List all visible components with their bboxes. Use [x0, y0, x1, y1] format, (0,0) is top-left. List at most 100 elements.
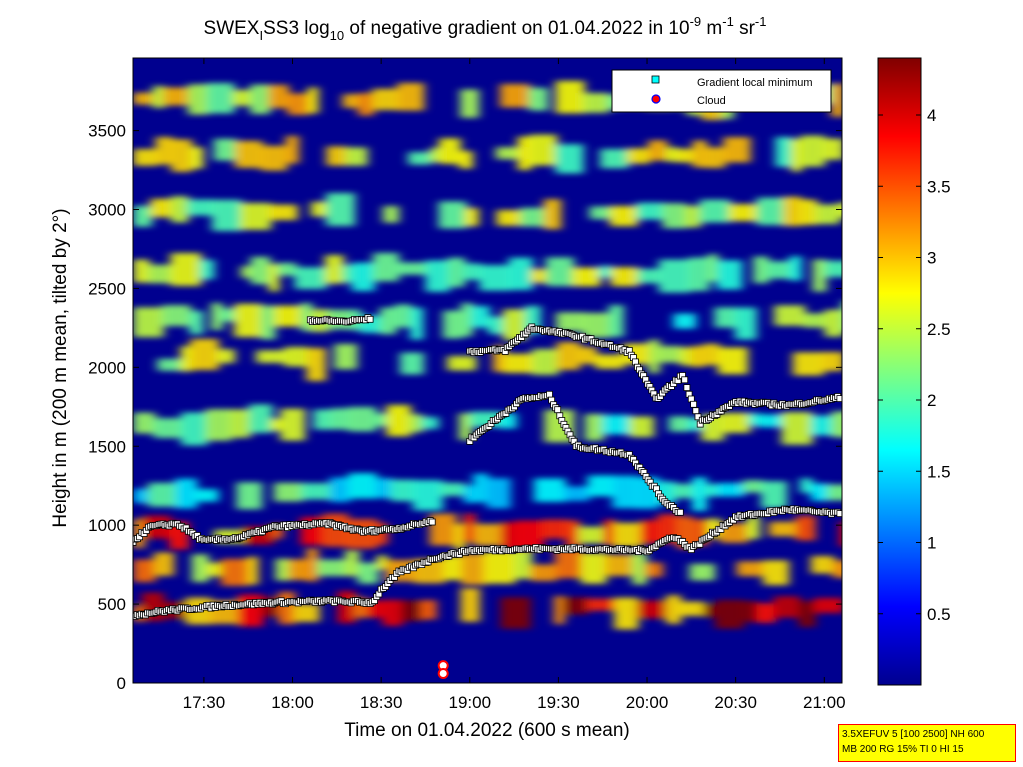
heatmap-cell	[460, 553, 486, 585]
heatmap-cell	[397, 82, 425, 111]
heatmap-cell	[425, 260, 450, 292]
heatmap-cell	[486, 478, 511, 509]
heatmap-cell	[530, 564, 557, 582]
heatmap-cell	[657, 346, 682, 363]
heatmap-cell	[170, 196, 189, 223]
heatmap-cell	[555, 144, 584, 174]
heatmap-cell	[483, 550, 516, 584]
gradient-minimum-point	[836, 510, 842, 518]
heatmap-cell	[351, 262, 375, 292]
heatmap-cell	[394, 304, 413, 328]
heatmap-cell	[181, 412, 208, 446]
y-tick-label: 1500	[88, 437, 126, 456]
heatmap-cell	[206, 83, 235, 114]
heatmap-cell	[220, 308, 236, 322]
heatmap-cell	[463, 485, 475, 503]
heatmap-cell	[374, 478, 393, 499]
heatmap-cell	[220, 558, 250, 586]
heatmap-cell	[582, 93, 610, 113]
heatmap-cell	[500, 522, 517, 550]
x-tick-label: 20:30	[714, 693, 757, 712]
heatmap-cell	[578, 526, 606, 544]
heatmap-cell	[799, 199, 818, 225]
x-tick-label: 19:30	[537, 693, 580, 712]
colorbar-gradient	[877, 57, 922, 686]
colorbar-tick-label: 1.5	[927, 462, 951, 481]
legend-marker-gradient-minimum	[651, 75, 660, 84]
heatmap-cell	[830, 83, 842, 117]
heatmap-cell	[248, 404, 273, 433]
heatmap-cell	[348, 406, 377, 432]
heatmap-cell	[572, 267, 601, 287]
heatmap-cell	[679, 601, 706, 616]
heatmap-cell	[470, 306, 490, 328]
gradient-minimum-point	[366, 315, 374, 323]
colorbar-tick-label: 4	[927, 106, 936, 125]
heatmap-cell	[382, 599, 403, 626]
heatmap-cell	[307, 87, 319, 114]
heatmap-cell	[742, 480, 763, 493]
heatmap-cell	[736, 561, 765, 577]
heatmap-cell	[275, 558, 291, 581]
heatmap-cell	[430, 147, 441, 162]
heatmap-cell	[758, 414, 784, 428]
heatmap-cell	[236, 482, 263, 510]
heatmap-cell	[288, 559, 309, 580]
heatmap-cell	[306, 348, 327, 382]
heatmap-cell	[723, 137, 751, 163]
heatmap-cell	[602, 414, 632, 435]
heatmap-cell	[604, 554, 635, 576]
heatmap-cell	[150, 198, 173, 218]
heatmap-cell	[589, 206, 612, 220]
heatmap-cell	[791, 139, 802, 172]
heatmap-cell	[648, 339, 660, 374]
plot-area	[132, 57, 843, 684]
heatmap-cell	[461, 302, 473, 337]
heatmap-cell	[421, 416, 439, 430]
heatmap-cell	[553, 596, 565, 625]
heatmap-cell	[496, 210, 523, 226]
heatmap-cell	[278, 591, 296, 625]
heatmap-cell	[186, 199, 214, 216]
heatmap-cell	[284, 346, 309, 367]
heatmap-cell	[691, 346, 706, 367]
heatmap-cell	[447, 356, 477, 371]
heatmap-cell	[268, 84, 290, 109]
gradient-minimum-point	[692, 407, 700, 415]
gradient-minimum-point	[683, 384, 691, 392]
heatmap-cell	[795, 515, 816, 541]
heatmap-cell	[662, 203, 687, 229]
heatmap-cell	[668, 416, 691, 432]
heatmap-cell	[229, 409, 251, 438]
heatmap-cell	[175, 478, 198, 509]
y-tick-label: 3500	[88, 122, 126, 141]
heatmap-cell	[342, 94, 360, 108]
heatmap-cell	[610, 267, 640, 287]
plot-frame	[132, 57, 843, 684]
heatmap-cell	[190, 338, 219, 370]
heatmap-cell	[812, 259, 827, 292]
gradient-minimum-point	[836, 395, 842, 403]
heatmap-cell	[692, 140, 708, 168]
heatmap-cell	[841, 300, 842, 332]
heatmap-cell	[792, 352, 825, 376]
legend-box	[611, 69, 832, 113]
heatmap-cell	[133, 92, 155, 105]
heatmap-cell	[586, 598, 617, 611]
heatmap-cell	[408, 152, 433, 165]
heatmap-cell	[133, 488, 150, 504]
gradient-minima-series	[133, 314, 842, 620]
heatmap-cell	[473, 523, 503, 546]
heatmap-cell	[287, 93, 310, 116]
heatmap-cell	[268, 264, 280, 292]
heatmap-cell	[822, 352, 842, 372]
heatmap-cell	[666, 595, 682, 624]
heatmap-cell	[250, 84, 271, 115]
heatmap-cell	[401, 600, 423, 622]
heatmap-cell	[155, 136, 173, 165]
heatmap-cell	[582, 312, 611, 338]
heatmap-cell	[152, 85, 165, 109]
heatmap-cell	[603, 519, 616, 546]
heatmap-cell	[171, 139, 193, 172]
heatmap-cell	[673, 483, 695, 499]
